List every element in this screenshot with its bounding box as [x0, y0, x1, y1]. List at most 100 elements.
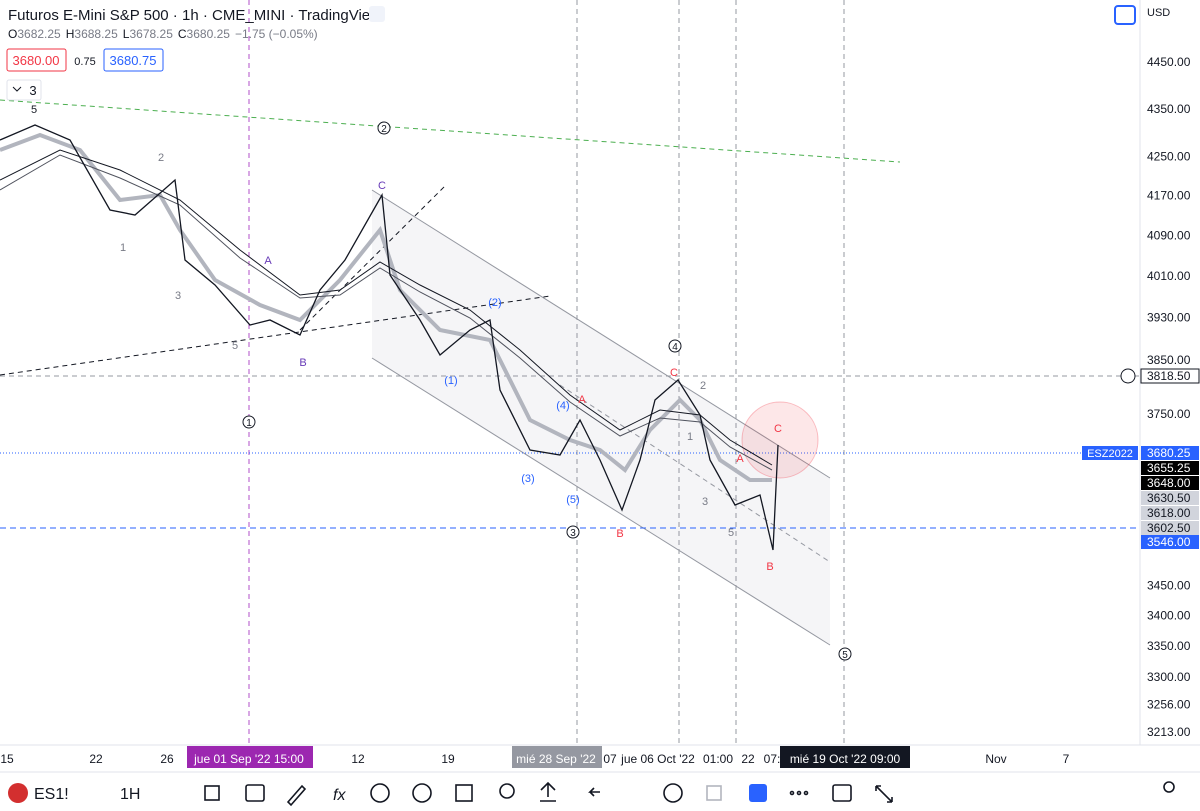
draw-icon[interactable] [286, 784, 307, 807]
toolbar-symbol[interactable]: ES1! [34, 786, 69, 803]
ohlc: O3682.25 H3688.25 L3678.25 C3680.25 −1.75 (−… [8, 27, 318, 41]
chevron-icon [12, 86, 22, 92]
header-title: Futuros E-Mini S&P 500 · 1h · CME_MINI ·… [8, 7, 381, 24]
wave-label: B [766, 561, 773, 573]
ohlc-key: H [66, 27, 75, 41]
price-marker: 3630.50 [1147, 491, 1191, 505]
add-icon[interactable] [370, 783, 390, 803]
highlight-circle [741, 401, 819, 479]
price-marker-bg [1140, 368, 1200, 384]
wave-label: C [774, 423, 782, 435]
wave-label: 5 [842, 650, 848, 661]
alert-icon[interactable] [412, 783, 432, 803]
price-marker-bg [1141, 535, 1199, 549]
wave-label: (3) [521, 473, 534, 485]
compare-icon[interactable] [245, 784, 265, 802]
layout-icon[interactable] [1114, 5, 1136, 25]
ohlc-value: 3678.25 [129, 27, 173, 41]
time-label: mié 28 Sep '22 [516, 752, 596, 766]
wave-label: B [616, 528, 623, 540]
price-tick-label: 3256.00 [1147, 698, 1191, 712]
time-label: 26 [160, 752, 174, 766]
price-axis [1140, 0, 1200, 811]
price-line [0, 124, 779, 551]
wave-circle [838, 647, 852, 661]
wave-label: 5 [31, 104, 37, 116]
price-tick-label: 4350.00 [1147, 102, 1191, 116]
wave-circle [668, 339, 682, 353]
wave-label: 3 [702, 496, 708, 508]
moving-average [0, 132, 772, 482]
price-tick-label: 3400.00 [1147, 609, 1191, 623]
wave-label: A [578, 394, 586, 406]
time-label: jue 06 Oct '22 [620, 752, 695, 766]
wave-label: 2 [158, 152, 164, 164]
wave-label: 1 [120, 242, 126, 254]
wave-label: B [299, 357, 306, 369]
ohlc-key: O [8, 27, 17, 41]
time-highlight [512, 746, 602, 768]
info-icon[interactable] [663, 783, 683, 803]
badge-bg [1082, 446, 1138, 460]
time-label: mié 19 Oct '22 09:00 [790, 752, 901, 766]
trend-line [299, 185, 446, 331]
price-tick-label: 3350.00 [1147, 639, 1191, 653]
toolbar-interval[interactable]: 1H [120, 786, 140, 803]
fullscreen-icon[interactable] [832, 784, 852, 802]
price-marker-bg [1141, 506, 1199, 520]
wave-circle [566, 525, 580, 539]
price-marker: 3680.25 [1147, 446, 1191, 460]
price-marker: 3618.00 [1147, 506, 1191, 520]
sell-price[interactable]: 3680.00 [13, 53, 60, 68]
price-tick-label: 4170.00 [1147, 189, 1191, 203]
time-label: 12 [351, 752, 365, 766]
channel-line [371, 189, 831, 479]
ohlc-key: L [123, 27, 130, 41]
collapse-button[interactable] [369, 6, 385, 22]
time-label: Nov [985, 752, 1006, 766]
wave-label: 2 [381, 124, 387, 135]
currency[interactable]: USD [1147, 7, 1170, 19]
time-label: 22 [741, 752, 755, 766]
sell-button[interactable] [6, 48, 67, 72]
wave-label: A [264, 255, 272, 267]
ohlc-value: 3688.25 [74, 27, 118, 41]
price-marker-bg [1141, 521, 1199, 535]
price-tick-label: 3450.00 [1147, 579, 1191, 593]
settings-icon[interactable] [1163, 781, 1175, 793]
wave-label: (5) [566, 494, 579, 506]
share-icon[interactable] [540, 781, 556, 802]
time-label: 07: [764, 752, 781, 766]
spread: 0.75 [74, 56, 95, 68]
wave-circle [242, 415, 256, 429]
time-label: 15 [0, 752, 14, 766]
price-tick-label: 3213.00 [1147, 725, 1191, 739]
indicator-count[interactable]: 3 [29, 83, 36, 98]
time-highlight [187, 746, 313, 768]
candles-icon[interactable] [204, 785, 220, 801]
buy-button[interactable] [103, 48, 164, 72]
templates-icon[interactable] [455, 784, 473, 802]
crosshair-button [1120, 368, 1136, 384]
bars-icon[interactable] [706, 785, 722, 801]
undo-icon[interactable] [588, 787, 600, 797]
wave-label: A [736, 453, 744, 465]
price-marker: 3648.00 [1147, 476, 1191, 490]
price-marker: 3818.50 [1147, 369, 1191, 383]
moving-average [0, 154, 773, 471]
tv-icon[interactable] [749, 784, 767, 802]
wave-label: (1) [444, 375, 457, 387]
expand-icon[interactable] [875, 785, 893, 803]
indicator-toggle[interactable] [6, 79, 42, 101]
price-marker: 3602.50 [1147, 521, 1191, 535]
buy-price[interactable]: 3680.75 [110, 53, 157, 68]
wave-label: 2 [700, 380, 706, 392]
symbol: Futuros E-Mini S&P 500 [8, 7, 169, 24]
toolbar-icons: fx [204, 781, 1175, 807]
price-tick-label: 4250.00 [1147, 150, 1191, 164]
indicators-icon[interactable]: fx [333, 787, 346, 804]
ohlc-value: 3680.25 [187, 27, 231, 41]
ideas-icon[interactable] [499, 783, 515, 799]
wave-label: C [670, 367, 678, 379]
